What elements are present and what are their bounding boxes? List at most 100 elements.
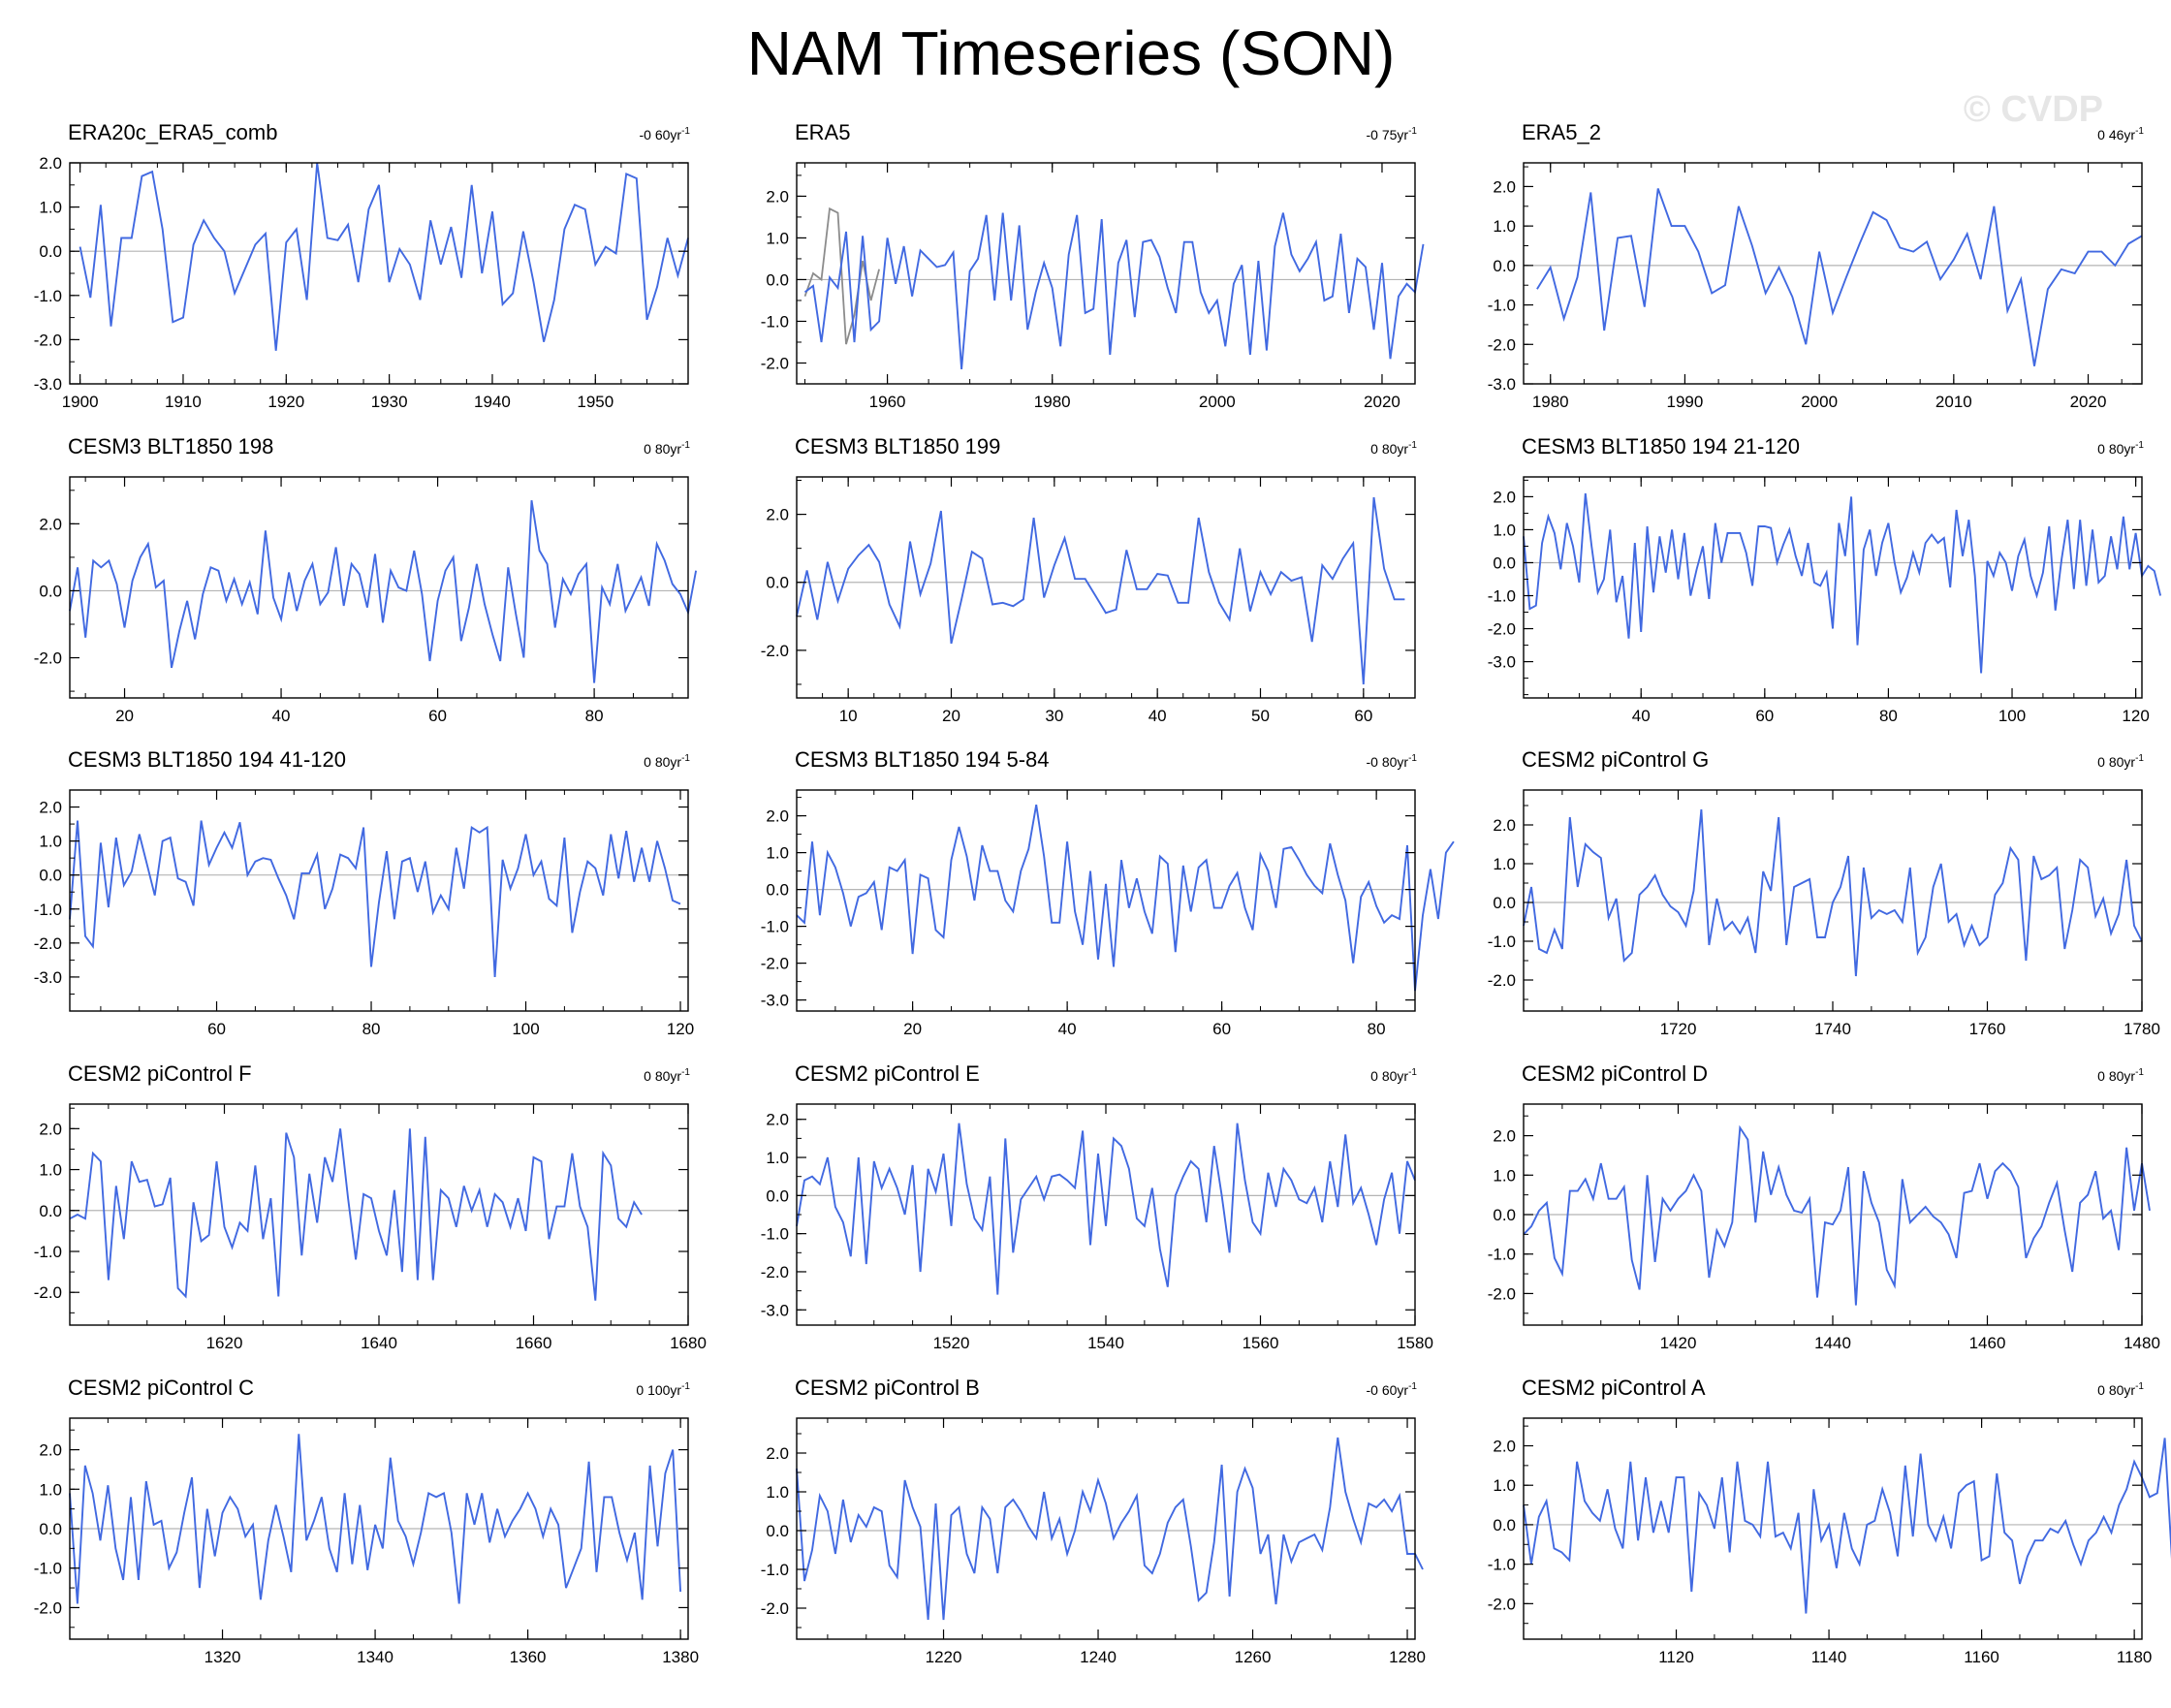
trend-label: 0 80yr-1 bbox=[1370, 1067, 1417, 1084]
x-tick-label: 60 bbox=[428, 707, 447, 725]
trend-exponent: -1 bbox=[681, 440, 690, 451]
y-tick-label: -3.0 bbox=[34, 375, 62, 394]
y-tick-label: 0.0 bbox=[766, 270, 789, 289]
panel-title: CESM3 BLT1850 199 bbox=[795, 434, 1000, 459]
chart-panel: -2.0 -1.0 0.0 1.0 2.0 1220 1240 1260 1280 CESM2 p… bbox=[761, 1376, 1426, 1666]
panel-title: CESM3 BLT1850 194 5-84 bbox=[795, 747, 1050, 772]
y-tick-label: 1.0 bbox=[766, 1483, 789, 1502]
y-tick-label: 1.0 bbox=[1493, 521, 1516, 539]
chart-panel: -3.0 -2.0 -1.0 0.0 1.0 2.0 1980 1990 2000 2010 202… bbox=[1488, 120, 2145, 411]
y-tick-label: -2.0 bbox=[1488, 1284, 1516, 1303]
x-tick-label: 1380 bbox=[662, 1648, 699, 1666]
y-tick-label: -1.0 bbox=[34, 287, 62, 305]
trend-exponent: -1 bbox=[1408, 753, 1417, 764]
x-tick-label: 1440 bbox=[1814, 1334, 1851, 1352]
panel-title: ERA5_2 bbox=[1522, 120, 1601, 144]
x-tick-label: 1460 bbox=[1969, 1334, 2006, 1352]
plot-frame bbox=[69, 162, 689, 385]
x-tick-label: 60 bbox=[1755, 707, 1774, 725]
series-line bbox=[796, 1123, 1416, 1295]
x-tick-label: 100 bbox=[512, 1020, 539, 1038]
plot-frame bbox=[1523, 162, 2143, 385]
y-tick-label: -2.0 bbox=[34, 331, 62, 349]
y-tick-label: -2.0 bbox=[761, 1263, 789, 1281]
x-tick-label: 10 bbox=[839, 707, 858, 725]
y-tick-label: -2.0 bbox=[34, 1598, 62, 1617]
y-tick-label: 0.0 bbox=[1493, 1206, 1516, 1224]
trend-exponent: -1 bbox=[681, 1067, 690, 1078]
trend-label: 0 80yr-1 bbox=[1370, 440, 1417, 457]
trend-label: -0 75yr-1 bbox=[1367, 126, 1418, 142]
y-tick-label: -1.0 bbox=[1488, 1246, 1516, 1264]
y-tick-label: -1.0 bbox=[1488, 1556, 1516, 1574]
x-tick-label: 60 bbox=[207, 1020, 226, 1038]
y-tick-label: 0.0 bbox=[39, 582, 62, 600]
chart-panel: -2.0 -1.0 0.0 1.0 2.0 1960 1980 2000 2020 ERA5 -0 … bbox=[761, 120, 1425, 411]
x-tick-label: 1780 bbox=[2124, 1020, 2160, 1038]
trend-exponent: -1 bbox=[2135, 753, 2144, 764]
series-line bbox=[1523, 492, 2162, 674]
y-tick-label: 2.0 bbox=[1493, 1127, 1516, 1146]
x-tick-label: 1580 bbox=[1397, 1334, 1433, 1352]
plot-frame bbox=[69, 476, 689, 699]
trend-exponent: -1 bbox=[681, 126, 690, 137]
plot-frame bbox=[796, 789, 1416, 1012]
y-tick-label: 0.0 bbox=[766, 1522, 789, 1540]
y-tick-label: -2.0 bbox=[1488, 1595, 1516, 1613]
series-line bbox=[69, 1434, 682, 1604]
trend-label: 0 80yr-1 bbox=[644, 440, 690, 457]
x-tick-label: 1180 bbox=[2117, 1648, 2153, 1666]
series-line bbox=[69, 500, 698, 683]
x-tick-label: 1930 bbox=[371, 393, 408, 411]
panel-title: CESM2 piControl C bbox=[68, 1376, 254, 1400]
plot-frame bbox=[796, 476, 1416, 699]
chart-panel: -3.0 -2.0 -1.0 0.0 1.0 2.0 1520 1540 1560 1580 CES… bbox=[761, 1061, 1433, 1352]
series-line bbox=[1523, 1438, 2171, 1614]
y-tick-label: 0.0 bbox=[39, 867, 62, 885]
x-tick-label: 1950 bbox=[577, 393, 614, 411]
x-tick-label: 1240 bbox=[1080, 1648, 1117, 1666]
chart-panel: -2.0 -1.0 0.0 1.0 2.0 1120 1140 1160 1180 CESM2 p… bbox=[1488, 1376, 2171, 1666]
y-tick-label: -1.0 bbox=[761, 312, 789, 331]
y-tick-label: 1.0 bbox=[1493, 1166, 1516, 1185]
trend-label: 0 80yr-1 bbox=[2097, 1067, 2144, 1084]
y-tick-label: 1.0 bbox=[1493, 855, 1516, 873]
y-tick-label: -2.0 bbox=[761, 1599, 789, 1618]
y-tick-label: -2.0 bbox=[761, 642, 789, 660]
y-tick-label: 0.0 bbox=[1493, 1516, 1516, 1534]
y-tick-label: -2.0 bbox=[1488, 971, 1516, 990]
plot-frame bbox=[796, 1103, 1416, 1326]
y-tick-label: 1.0 bbox=[766, 229, 789, 247]
x-tick-label: 120 bbox=[667, 1020, 694, 1038]
y-tick-label: 0.0 bbox=[1493, 257, 1516, 275]
y-tick-label: 2.0 bbox=[1493, 488, 1516, 506]
y-tick-label: 1.0 bbox=[1493, 217, 1516, 236]
y-tick-label: -3.0 bbox=[1488, 375, 1516, 394]
chart-panel: -2.0 -1.0 0.0 1.0 2.0 1420 1440 1460 1480 CESM2 p… bbox=[1488, 1061, 2160, 1352]
y-tick-label: -3.0 bbox=[34, 968, 62, 987]
x-tick-label: 1280 bbox=[1389, 1648, 1426, 1666]
x-tick-label: 40 bbox=[1058, 1020, 1077, 1038]
trend-exponent: -1 bbox=[2135, 1381, 2144, 1392]
series-line bbox=[79, 162, 689, 351]
x-tick-label: 40 bbox=[1632, 707, 1651, 725]
x-tick-label: 1680 bbox=[670, 1334, 707, 1352]
chart-panel: -2.0 0.0 2.0 10 20 30 40 50 60 CESM3 BLT1850 199 0… bbox=[761, 434, 1418, 725]
x-tick-label: 1140 bbox=[1811, 1648, 1847, 1666]
series-line bbox=[1523, 808, 2143, 977]
chart-panel: -2.0 -1.0 0.0 1.0 2.0 1620 1640 1660 1680 CESM2 p… bbox=[34, 1061, 707, 1352]
panel-title: ERA5 bbox=[795, 120, 850, 144]
x-tick-label: 2020 bbox=[1364, 393, 1400, 411]
y-tick-label: -3.0 bbox=[761, 992, 789, 1010]
y-tick-label: 2.0 bbox=[766, 807, 789, 826]
x-tick-label: 2000 bbox=[1801, 393, 1838, 411]
x-tick-label: 1420 bbox=[1660, 1334, 1697, 1352]
x-tick-label: 1320 bbox=[205, 1648, 241, 1666]
y-tick-label: 2.0 bbox=[39, 154, 62, 173]
x-tick-label: 1480 bbox=[2124, 1334, 2160, 1352]
trend-exponent: -1 bbox=[2135, 440, 2144, 451]
x-tick-label: 80 bbox=[1368, 1020, 1386, 1038]
y-tick-label: 2.0 bbox=[1493, 816, 1516, 835]
trend-exponent: -1 bbox=[1408, 126, 1417, 137]
y-tick-label: 1.0 bbox=[766, 844, 789, 863]
